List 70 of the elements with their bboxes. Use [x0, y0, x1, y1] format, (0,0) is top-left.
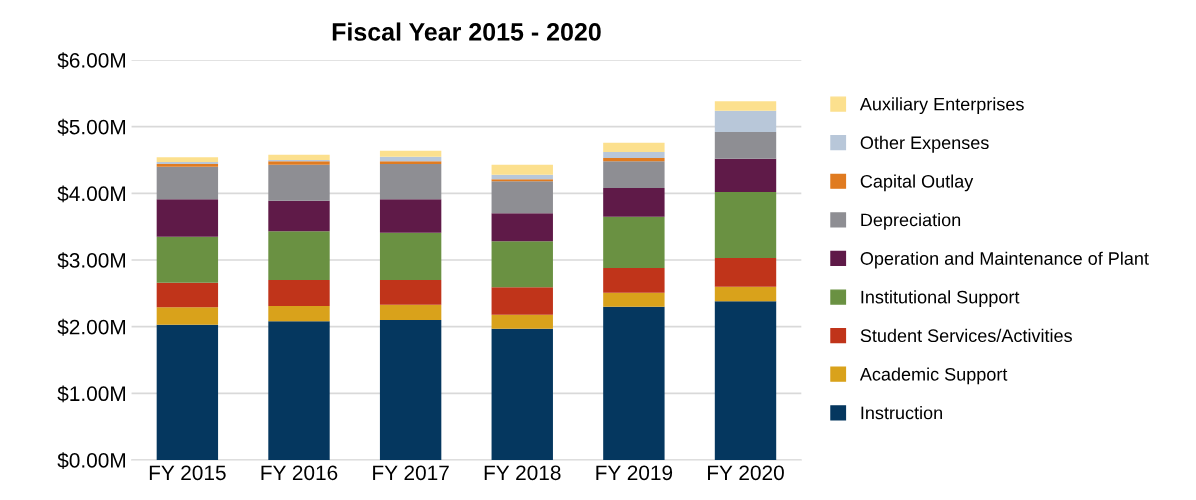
bar	[603, 161, 665, 188]
bar	[379, 161, 442, 164]
chart-title: Fiscal Year 2015 - 2020	[332, 22, 601, 41]
x-tick-label: FY 2015	[149, 465, 226, 481]
bar	[714, 258, 777, 287]
bar	[714, 101, 777, 111]
bar	[379, 150, 442, 157]
y-tick-label: $3.00M	[57, 252, 125, 269]
y-tick-label: $5.00M	[57, 118, 125, 136]
bar	[379, 320, 442, 460]
bar	[714, 301, 777, 460]
legend-label: Auxiliary Enterprises	[859, 97, 1024, 115]
bar	[379, 232, 442, 280]
bar	[379, 304, 442, 320]
y-tick-label: $4.00M	[57, 185, 125, 203]
legend-label: Institutional Support	[861, 290, 1020, 308]
bar	[268, 280, 330, 306]
bar	[268, 164, 330, 201]
bar	[603, 292, 665, 307]
bar	[603, 216, 665, 268]
y-tick-label: $1.00M	[57, 385, 125, 403]
bar	[714, 132, 777, 159]
bar	[491, 164, 553, 175]
bar	[603, 268, 665, 293]
bar	[156, 236, 219, 283]
bar	[491, 328, 553, 460]
bar	[491, 179, 553, 182]
y-tick-label: $2.00M	[57, 318, 125, 336]
y-tick-label: $0.00M	[57, 452, 125, 469]
bar	[379, 164, 442, 200]
legend-label: Capital Outlay	[860, 174, 974, 192]
bar	[268, 231, 330, 280]
bar	[603, 306, 665, 460]
bar	[603, 188, 665, 217]
bar	[491, 213, 553, 242]
x-tick-label: FY 2020	[708, 465, 784, 481]
y-tick-label: $6.00M	[57, 52, 125, 69]
bar	[603, 142, 665, 152]
bar	[714, 192, 777, 258]
bar	[379, 199, 442, 233]
legend-label: Operation and Maintenance of Plant	[860, 251, 1149, 269]
legend-label: Student Services/Activities	[860, 328, 1072, 343]
x-tick-label: FY 2019	[596, 465, 673, 481]
bar	[603, 152, 665, 158]
x-tick-label: FY 2016	[261, 465, 338, 481]
bar	[156, 199, 219, 237]
bar	[714, 286, 777, 302]
bar	[156, 324, 219, 460]
bar	[156, 282, 219, 308]
legend-label: Academic Support	[859, 367, 1008, 385]
x-tick-label: FY 2017	[373, 465, 449, 481]
bar	[491, 241, 553, 288]
bar	[156, 166, 219, 200]
bar	[491, 181, 553, 214]
legend-label: Instruction	[861, 406, 942, 420]
bar	[268, 321, 330, 460]
x-tick-label: FY 2018	[484, 465, 561, 481]
legend-label: Other Expenses	[860, 135, 989, 153]
bar	[603, 158, 665, 162]
bar	[156, 157, 219, 162]
bar	[714, 158, 777, 192]
bar	[268, 306, 330, 322]
bar	[268, 154, 330, 160]
bar	[379, 280, 442, 305]
bar	[268, 200, 330, 232]
bar	[714, 110, 777, 132]
bar	[156, 307, 219, 325]
bar	[491, 314, 553, 329]
legend-label: Depreciation	[861, 213, 961, 230]
bar	[491, 287, 553, 315]
